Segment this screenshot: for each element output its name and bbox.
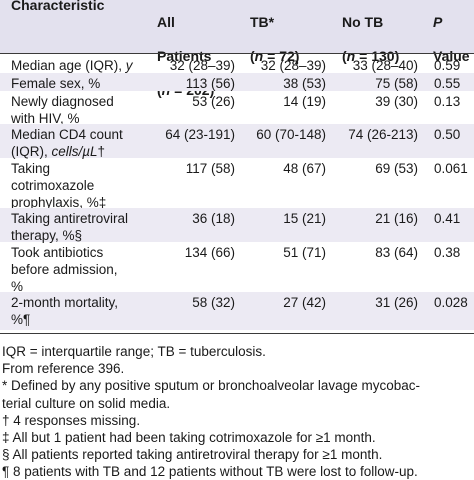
row-label: Taking cotrimoxazole prophylaxis, %‡: [11, 161, 107, 210]
row-label: Median age (IQR), y: [11, 58, 133, 73]
cell-all: 117 (58): [185, 161, 235, 176]
cell-notb: 74 (26-213): [348, 127, 418, 142]
row-label: Newly diagnosed with HIV, %: [11, 94, 114, 126]
footnote: IQR = interquartile range; TB = tubercul…: [2, 344, 266, 359]
cell-tb: 60 (70-148): [256, 127, 326, 142]
cell-tb: 51 (71): [283, 245, 326, 260]
cell-notb: 69 (53): [375, 161, 418, 176]
cell-notb: 21 (16): [375, 211, 418, 226]
footnote: † 4 responses missing.: [2, 412, 141, 428]
cell-notb: 33 (28–40): [352, 58, 418, 73]
cell-p-value: 0.59: [434, 58, 461, 73]
cell-p-value: 0.061: [434, 161, 468, 176]
row-label: Female sex, %: [11, 76, 101, 91]
footnote: * Defined by any positive sputum or bron…: [2, 378, 420, 394]
footnote: § All patients reported taking antiretro…: [2, 447, 383, 463]
cell-all: 134 (66): [184, 245, 235, 260]
row-shading: [0, 208, 474, 242]
cell-notb: 31 (26): [375, 295, 418, 310]
cell-tb: 15 (21): [283, 211, 326, 226]
row-label: Took antibiotics before admission,%: [11, 245, 118, 294]
cell-p-value: 0.50: [434, 127, 461, 142]
cell-notb: 75 (58): [375, 76, 418, 91]
cell-p-value: 0.38: [434, 245, 461, 260]
cell-notb: 83 (64): [375, 245, 418, 260]
header-characteristic: Characteristic: [11, 0, 105, 13]
row-shading: [0, 292, 474, 330]
header-all-patients: All Patients (n = 202): [157, 14, 214, 98]
header-p-value: P Value: [433, 14, 470, 64]
cell-tb: 14 (19): [283, 94, 326, 109]
table-bottom-rule: [0, 333, 474, 334]
cell-p-value: 0.13: [434, 94, 461, 109]
footnote: ¶ 8 patients with TB and 12 patients wit…: [2, 464, 418, 480]
cell-p-value: 0.55: [434, 76, 461, 91]
header-no-tb: No TB (n = 130): [342, 14, 400, 64]
row-label: Median CD4 count (IQR), cells/µL†: [11, 127, 123, 159]
cell-all: 53 (26): [192, 94, 235, 109]
header-tb: TB* (n = 72): [250, 14, 300, 64]
cell-notb: 39 (30): [375, 94, 418, 109]
cell-p-value: 0.028: [434, 295, 468, 310]
row-label: 2-month mortality, %¶: [11, 295, 119, 327]
cell-all: 64 (23-191): [165, 127, 235, 142]
header-rule: [0, 53, 474, 54]
cell-all: 36 (18): [192, 211, 235, 226]
footnote: terial culture on solid media.: [2, 395, 171, 411]
cell-all: 58 (32): [192, 295, 235, 310]
row-shading: [0, 73, 474, 91]
row-label: Taking antiretroviral therapy, %§: [11, 211, 129, 243]
footnote: From reference 396.: [2, 361, 125, 377]
cell-tb: 48 (67): [283, 161, 326, 176]
row-shading: [0, 124, 474, 158]
cell-all: 32 (28–39): [169, 58, 235, 73]
cell-p-value: 0.41: [434, 211, 461, 226]
cell-tb: 32 (28–39): [260, 58, 326, 73]
cell-all: 113 (56): [185, 76, 235, 91]
cell-tb: 38 (53): [283, 76, 326, 91]
table-header: [0, 0, 474, 53]
cell-tb: 27 (42): [283, 295, 326, 310]
footnote: ‡ All but 1 patient had been taking cotr…: [2, 430, 376, 445]
